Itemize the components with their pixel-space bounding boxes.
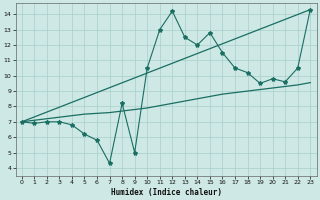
X-axis label: Humidex (Indice chaleur): Humidex (Indice chaleur) xyxy=(110,188,221,197)
